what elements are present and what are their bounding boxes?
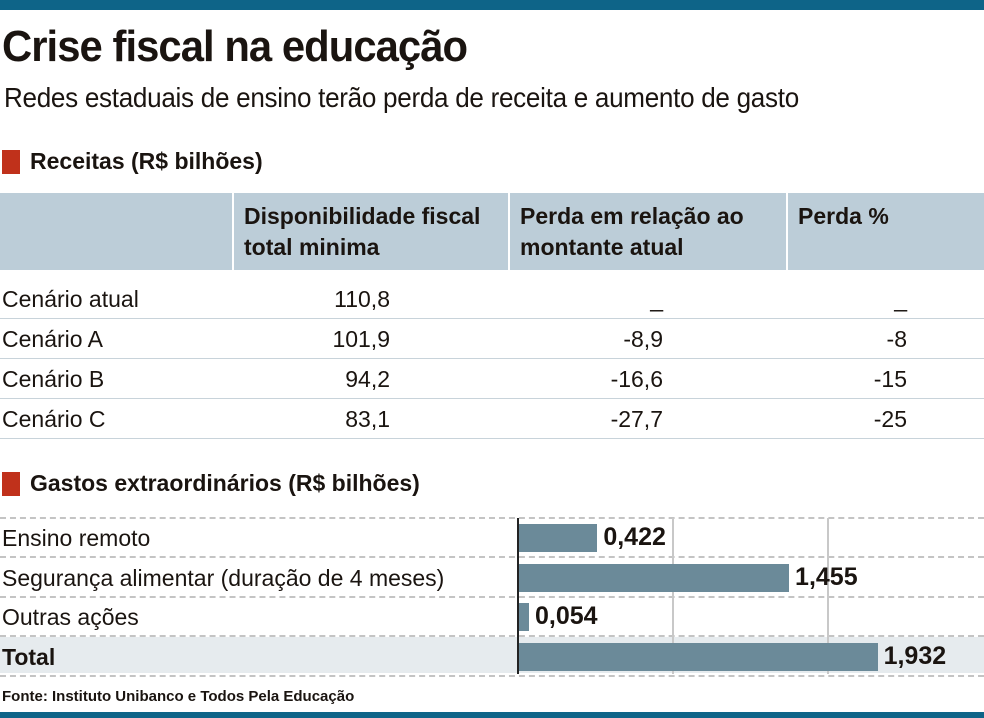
category-label: Segurança alimentar (duração de 4 meses): [2, 564, 445, 591]
data-label: 0,422: [603, 523, 666, 551]
cell-value: -8,9: [623, 326, 663, 352]
gridline: [827, 518, 829, 674]
red-square-icon: [2, 149, 20, 174]
cell-value: -16,6: [610, 366, 663, 392]
cell-value: 94,2: [345, 366, 390, 392]
gastos-section-title: Gastos extraordinários (R$ bilhões): [2, 470, 420, 497]
bar: [519, 524, 598, 552]
red-square-icon: [2, 471, 20, 496]
cell-value: -8: [886, 326, 907, 352]
cell-value: _: [650, 286, 663, 312]
table-header: Disponibilidade fiscal total minima: [234, 193, 508, 270]
table-header: Perda em relação ao montante atual: [510, 193, 786, 270]
cell-value: -25: [873, 406, 907, 432]
category-label: Outras ações: [2, 604, 139, 630]
bar: [519, 642, 878, 671]
bar: [519, 603, 530, 631]
cell-value: 110,8: [334, 286, 390, 312]
chart-row: Total: [0, 638, 984, 677]
receitas-title-text: Receitas (R$ bilhões): [30, 148, 263, 174]
bar: [519, 563, 790, 592]
divider: [0, 517, 984, 519]
gastos-title-text: Gastos extraordinários (R$ bilhões): [30, 470, 420, 496]
gridline: [672, 518, 674, 674]
cell-value: -27,7: [610, 406, 663, 432]
category-label: Total: [2, 643, 56, 670]
cell-value: _: [894, 286, 907, 312]
table-row: Cenário B 94,2 -16,6 -15: [0, 359, 984, 399]
source: Fonte: Instituto Unibanco e Todos Pela E…: [2, 688, 355, 705]
chart-axis: [517, 518, 519, 674]
bottom-bar: [0, 712, 984, 718]
table-row: Cenário C 83,1 -27,7 -25: [0, 399, 984, 439]
row-label: Cenário C: [2, 406, 106, 432]
data-label: 1,932: [883, 641, 947, 670]
cell-value: -15: [873, 366, 907, 392]
table-header: Perda %: [788, 193, 984, 270]
cell-value: 101,9: [332, 326, 390, 352]
chart-row: Outras ações: [0, 598, 984, 637]
row-label: Cenário A: [2, 326, 104, 352]
table-row: Cenário atual 110,8 _ _: [0, 279, 984, 319]
chart-row: Segurança alimentar (duração de 4 meses): [0, 559, 984, 598]
subtitle: Redes estaduais de ensino terão perda de…: [4, 82, 799, 113]
top-bar: [0, 0, 984, 10]
row-label: Cenário B: [2, 366, 105, 392]
data-label: 1,455: [795, 562, 858, 591]
chart-row: Ensino remoto: [0, 519, 984, 558]
row-label: Cenário atual: [2, 286, 139, 312]
receitas-section-title: Receitas (R$ bilhões): [2, 148, 263, 175]
data-label: 0,054: [535, 602, 598, 630]
table-row: Cenário A 101,9 -8,9 -8: [0, 319, 984, 359]
table-header-empty: [0, 193, 232, 270]
cell-value: 83,1: [345, 406, 390, 432]
page-title: Crise fiscal na educação: [2, 22, 468, 71]
category-label: Ensino remoto: [2, 525, 151, 551]
